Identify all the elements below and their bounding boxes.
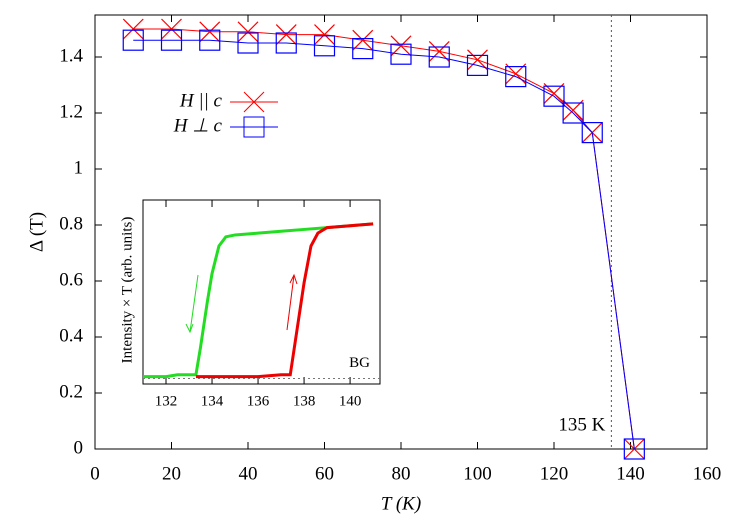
legend-label: H ⊥ c: [173, 115, 223, 136]
y-tick-label: 0.8: [59, 213, 83, 234]
data-point: [199, 29, 221, 51]
data-point: [275, 32, 297, 54]
x-tick-label: 134: [201, 393, 224, 409]
x-axis-label: T (K): [381, 493, 421, 514]
warming-arrowhead: [289, 273, 298, 285]
series-line: [195, 222, 374, 379]
x-tick-label: 136: [247, 393, 270, 409]
data-point: [122, 18, 144, 40]
legend-label: H || c: [179, 90, 223, 111]
y-tick-label: 0: [74, 437, 84, 458]
legend-marker: [243, 116, 265, 138]
annotation: 135 K: [558, 414, 605, 435]
x-tick-label: 140: [616, 463, 645, 484]
y-tick-label: 0.2: [59, 381, 83, 402]
y-tick-label: 0.6: [59, 269, 83, 290]
data-point: [581, 121, 603, 144]
annotation: BG: [349, 355, 370, 371]
legend-marker: [243, 91, 265, 113]
cooling-arrowhead: [185, 323, 194, 334]
data-point: [428, 46, 450, 68]
warming-arrow: [286, 274, 295, 331]
data-point: [467, 49, 488, 71]
data-point: [466, 54, 489, 77]
data-point: [390, 43, 412, 65]
data-point: [237, 21, 259, 43]
y-tick-label: 0.4: [59, 325, 83, 346]
x-tick-label: 60: [315, 463, 334, 484]
data-point: [543, 85, 565, 107]
data-point: [352, 29, 374, 51]
data-point: [237, 32, 259, 54]
x-tick-label: 80: [392, 463, 411, 484]
y-tick-label: 1.4: [59, 45, 83, 66]
x-tick-label: 140: [339, 393, 362, 409]
data-point: [161, 18, 182, 40]
x-tick-label: 20: [162, 463, 181, 484]
data-point: [562, 102, 584, 124]
y-tick-label: 1.2: [59, 101, 83, 122]
x-tick-label: 132: [155, 393, 178, 409]
data-point: [313, 35, 336, 57]
data-point: [390, 35, 412, 57]
data-point: [199, 21, 221, 43]
cooling-arrow: [189, 274, 199, 333]
x-tick-label: 40: [239, 463, 258, 484]
x-tick-label: 0: [90, 463, 100, 484]
data-point: [314, 24, 335, 46]
x-tick-label: 160: [693, 463, 722, 484]
y-axis-label: Δ (T): [26, 212, 47, 252]
x-tick-label: 100: [463, 463, 492, 484]
inset-y-axis-label: Intensity × T (arb. units): [119, 217, 135, 364]
data-point: [160, 29, 183, 51]
data-point: [122, 29, 144, 51]
data-point: [505, 65, 527, 88]
data-point: [275, 24, 297, 46]
data-point: [352, 37, 374, 60]
y-tick-label: 1: [74, 157, 84, 178]
x-tick-label: 138: [293, 393, 316, 409]
inset-frame: [142, 199, 381, 385]
series-line: [133, 39, 635, 450]
data-point: [623, 438, 645, 460]
series-line: [143, 222, 374, 379]
x-tick-label: 120: [540, 463, 569, 484]
